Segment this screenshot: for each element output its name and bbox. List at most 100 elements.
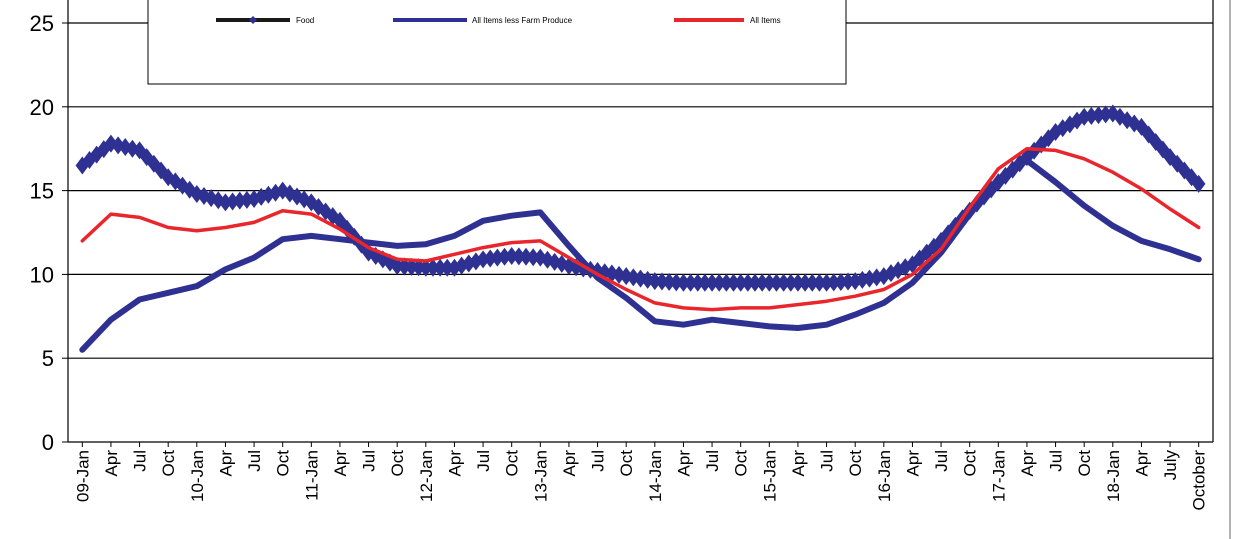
data-point-food [504, 246, 519, 265]
data-point-food [826, 273, 841, 292]
legend-box [147, 0, 847, 85]
x-tick-label: Jul [589, 450, 608, 472]
x-tick-label: Oct [732, 450, 751, 477]
x-axis: 09-Jan Apr Jul Oct 10-Jan Apr Jul Oct 11-Jan Apr J… [68, 441, 1213, 511]
y-tick-label: 15 [30, 179, 54, 204]
x-tick-label: Apr [1132, 450, 1151, 477]
data-point-food [691, 273, 705, 292]
data-point-food [726, 273, 741, 292]
series-line-all-items [80, 146, 1201, 312]
data-point-food [776, 273, 791, 292]
data-point-food [733, 273, 748, 292]
data-point-food [762, 273, 777, 292]
series-all-items-less-farm-produce [79, 157, 1202, 353]
data-point-food [390, 257, 404, 276]
data-point-food [426, 258, 440, 277]
series-all-items [80, 146, 1201, 312]
x-tick-label: 11-Jan [302, 450, 321, 501]
x-tick-label: Apr [789, 450, 808, 477]
x-tick-label: Apr [331, 450, 350, 477]
y-axis: 0 5 10 15 20 25 [30, 0, 1214, 455]
data-point-food [512, 247, 526, 266]
x-tick-label: Oct [617, 450, 636, 477]
x-tick-label: Jul [245, 450, 264, 472]
x-tick-label: Oct [961, 450, 980, 477]
legend-label-food: Food [296, 16, 314, 25]
data-point-food [404, 257, 419, 276]
data-point-food [397, 257, 412, 276]
data-point-food [440, 258, 455, 277]
data-point-food [791, 273, 805, 292]
data-point-food [419, 258, 433, 277]
x-tick-label: 09-Jan [73, 450, 92, 502]
data-point-food [411, 258, 426, 277]
data-point-food [798, 273, 812, 292]
x-tick-label: Jul [932, 450, 951, 472]
data-point-food [834, 272, 848, 291]
legend-item-food: Food [216, 16, 314, 25]
x-tick-label: Apr [216, 450, 235, 477]
data-point-food [812, 273, 827, 292]
data-point-food [669, 273, 684, 292]
y-tick-label: 10 [30, 262, 54, 287]
data-point-food [1055, 119, 1070, 138]
x-tick-label: 10-Jan [188, 450, 207, 502]
y-tick-label: 20 [30, 95, 54, 120]
data-point-food [805, 273, 819, 292]
data-point-food [712, 273, 726, 292]
data-point-food [698, 273, 712, 292]
x-tick-label: Apr [560, 450, 579, 477]
data-point-food [519, 247, 533, 266]
x-tick-label: Oct [388, 450, 407, 477]
x-tick-label: Oct [274, 450, 293, 477]
legend-label-all-items: All Items [750, 16, 781, 25]
x-tick-label: Oct [846, 450, 865, 477]
data-point-food [476, 250, 490, 269]
x-tick-label: Jul [474, 450, 493, 472]
x-tick-label: Apr [674, 450, 693, 477]
data-point-food [490, 248, 505, 267]
data-point-food [433, 258, 447, 277]
data-point-food [841, 272, 855, 291]
data-point-food [683, 273, 698, 292]
legend-marker-food [249, 16, 257, 24]
data-point-food [741, 273, 755, 292]
x-tick-label: Jul [703, 450, 722, 472]
x-tick-label: October [1190, 450, 1209, 511]
data-point-food [719, 273, 734, 292]
x-tick-label: Jul [818, 450, 837, 472]
series-layer [75, 104, 1206, 353]
legend-label-all-items-less-farm-produce: All Items less Farm Produce [472, 16, 573, 25]
x-tick-label: 18-Jan [1104, 450, 1123, 502]
data-point-food [1191, 174, 1206, 193]
data-point-food [819, 273, 834, 292]
series-line-all-items-less-farm-produce [79, 157, 1202, 353]
x-tick-label: Jul [1047, 450, 1066, 472]
legend-item-all-items: All Items [674, 16, 781, 25]
x-tick-label: 13-Jan [531, 450, 550, 502]
data-point-food [676, 273, 691, 292]
x-tick-label: 17-Jan [989, 450, 1008, 502]
x-tick-label: Jul [360, 450, 379, 472]
data-point-food [662, 272, 676, 291]
x-tick-label: Oct [503, 450, 522, 477]
data-point-food [526, 248, 540, 267]
data-point-food [648, 272, 662, 291]
x-tick-label: Apr [1018, 450, 1037, 477]
data-point-food [748, 273, 762, 292]
legend: Food All Items less Farm Produce All Ite… [147, 0, 847, 85]
x-tick-label: Oct [1075, 450, 1094, 477]
x-tick-label: 16-Jan [875, 450, 894, 502]
x-tick-label: Apr [102, 450, 121, 477]
data-point-food [705, 273, 719, 292]
x-tick-label: Oct [159, 450, 178, 477]
x-tick-label: 15-Jan [760, 450, 779, 502]
x-tick-label: July [1161, 450, 1180, 481]
data-point-food [784, 273, 798, 292]
data-point-food [769, 273, 784, 292]
x-tick-label: Apr [445, 450, 464, 477]
x-tick-label: Apr [903, 450, 922, 477]
data-point-food [655, 272, 669, 291]
x-tick-label: 12-Jan [417, 450, 436, 502]
